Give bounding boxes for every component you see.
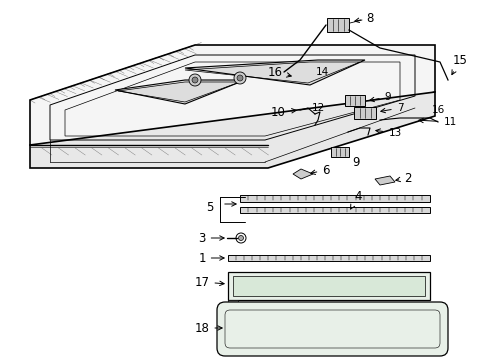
Text: 11: 11 [418,117,456,127]
Text: 16: 16 [430,105,444,115]
Text: 15: 15 [451,54,467,75]
FancyBboxPatch shape [330,147,348,157]
Text: 1: 1 [198,252,224,265]
Polygon shape [227,255,429,261]
Text: 3: 3 [198,231,224,244]
Circle shape [192,77,198,83]
FancyBboxPatch shape [345,95,364,105]
Text: 18: 18 [194,321,222,334]
Polygon shape [240,194,429,202]
Polygon shape [227,272,429,300]
FancyBboxPatch shape [353,107,375,119]
Circle shape [234,72,245,84]
Polygon shape [30,92,434,168]
Polygon shape [374,176,394,185]
Text: 7: 7 [380,103,403,113]
Text: 8: 8 [354,12,373,24]
Text: 13: 13 [375,128,401,138]
Polygon shape [232,276,424,296]
Polygon shape [292,169,312,179]
Text: 14: 14 [315,67,328,77]
Polygon shape [30,45,434,145]
Text: 2: 2 [395,171,411,185]
Polygon shape [240,207,429,213]
Text: 9: 9 [351,156,359,168]
FancyBboxPatch shape [217,302,447,356]
Polygon shape [115,80,244,104]
Text: 16: 16 [267,66,291,78]
Text: 9: 9 [369,92,390,102]
Text: 17: 17 [194,275,224,288]
Text: 10: 10 [270,105,296,118]
Text: 4: 4 [350,189,361,209]
Circle shape [238,235,243,240]
Text: 6: 6 [310,163,329,176]
Polygon shape [227,300,238,308]
Circle shape [237,75,243,81]
Circle shape [189,74,201,86]
Polygon shape [184,60,364,85]
FancyBboxPatch shape [326,18,348,32]
Text: 12: 12 [311,103,324,113]
Text: 5: 5 [206,201,213,213]
